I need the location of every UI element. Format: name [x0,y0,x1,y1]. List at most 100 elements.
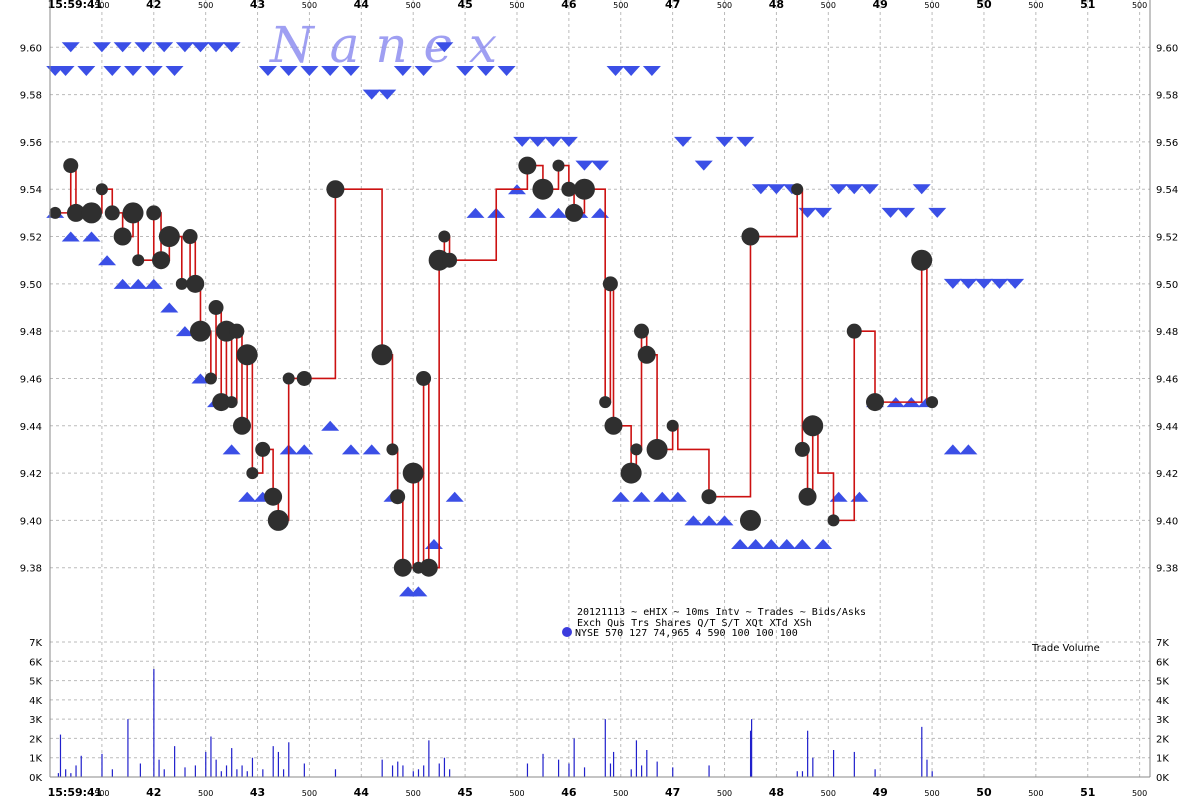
volume-bar [80,755,82,777]
x-tick-label: 500 [302,789,317,798]
x-tick-label: 500 [924,789,939,798]
trade-point [113,227,132,246]
trade-point [565,203,584,222]
ask-marker [736,136,755,147]
y-tick-label: 9.38 [20,564,42,575]
x-tick-label: 45 [457,0,472,11]
trade-point [926,396,939,409]
y-tick-label: 9.56 [1156,138,1178,149]
bid-marker [175,326,194,337]
trade-point [132,254,145,267]
volume-bar [303,763,305,777]
trade-point [49,206,62,219]
y-tick-label: 9.48 [20,327,42,338]
y-tick-label: 9.60 [1156,43,1178,54]
ask-marker [694,160,713,171]
trade-point [95,183,108,196]
volume-bar [153,669,155,777]
ask-marker [798,207,817,218]
x-tick-label: 500 [613,1,628,10]
volume-bar [583,767,586,777]
ask-marker [897,207,916,218]
bid-marker [98,255,117,266]
volume-bar [708,765,710,777]
ask-marker [300,65,319,76]
x-tick-label: 500 [94,1,109,10]
volume-tick-label: 7K [1156,638,1169,649]
ask-marker [767,184,786,195]
ask-marker [393,65,412,76]
y-tick-label: 9.44 [1156,422,1178,433]
y-tick-label: 9.50 [1156,280,1178,291]
x-tick-label: 46 [561,0,577,11]
bid-marker [82,231,101,242]
ask-marker [61,42,80,53]
y-tick-label: 9.40 [20,516,42,527]
grid [49,0,1150,778]
volume-bar [921,726,923,777]
trade-point [255,441,271,457]
trade-markers [49,156,939,577]
x-tick-label: 500 [821,1,836,10]
trade-point [212,393,231,412]
trade-point [634,323,650,339]
volume-bar [428,740,430,777]
x-tick-label: 500 [613,789,628,798]
volume-bar [796,771,798,777]
volume-bar [139,763,141,777]
bid-marker [238,491,257,502]
ask-marker [191,42,210,53]
bid-marker [61,231,80,242]
trade-point [739,509,761,531]
bid-marker [814,539,833,550]
ask-marker [513,136,532,147]
volume-tick-label: 3K [29,715,42,726]
volume-bar [111,769,113,777]
y-tick-label: 9.42 [1156,469,1178,480]
x-tick-label: 500 [1028,789,1043,798]
bid-marker [144,278,163,289]
bid-marker [684,515,703,526]
volume-bar [65,769,67,777]
y-tick-label: 9.40 [1156,516,1178,527]
x-tick-label: 500 [406,1,421,10]
x-tick-label: 500 [509,789,524,798]
y-tick-label: 9.54 [20,185,42,196]
trade-point [604,416,623,435]
volume-tick-label: 2K [29,734,42,745]
y-tick-label: 9.56 [20,138,42,149]
ask-marker [92,42,111,53]
trade-point [229,323,245,339]
x-tick-label: 50 [976,0,992,11]
ask-marker [674,136,693,147]
volume-bar [438,763,440,777]
trade-point [573,178,595,200]
volume-bar [926,759,928,777]
volume-bar [646,750,648,777]
x-tick-label: 15:59:41 [48,0,103,11]
volume-bar [241,765,243,777]
ask-marker [435,42,454,53]
ask-marker [1006,278,1025,289]
volume-bar [220,771,222,777]
trade-point [701,489,717,505]
bid-marker [160,302,179,313]
volume-bar [251,757,254,777]
bid-marker [611,491,630,502]
trade-point [827,514,840,527]
x-tick-label: 500 [717,1,732,10]
trade-point [552,159,565,172]
bid-marker [466,207,485,218]
trade-point [158,226,180,248]
x-tick-label: 43 [250,786,265,799]
bid-marker [295,444,314,455]
ask-marker [575,160,594,171]
y-tick-label: 9.46 [20,374,42,385]
x-tick-label: 49 [873,0,888,11]
ask-marker [175,42,194,53]
trade-point [911,249,933,271]
volume-bar [194,765,196,777]
volume-bar [231,748,233,777]
x-tick-label: 42 [146,786,161,799]
ask-marker [860,184,879,195]
